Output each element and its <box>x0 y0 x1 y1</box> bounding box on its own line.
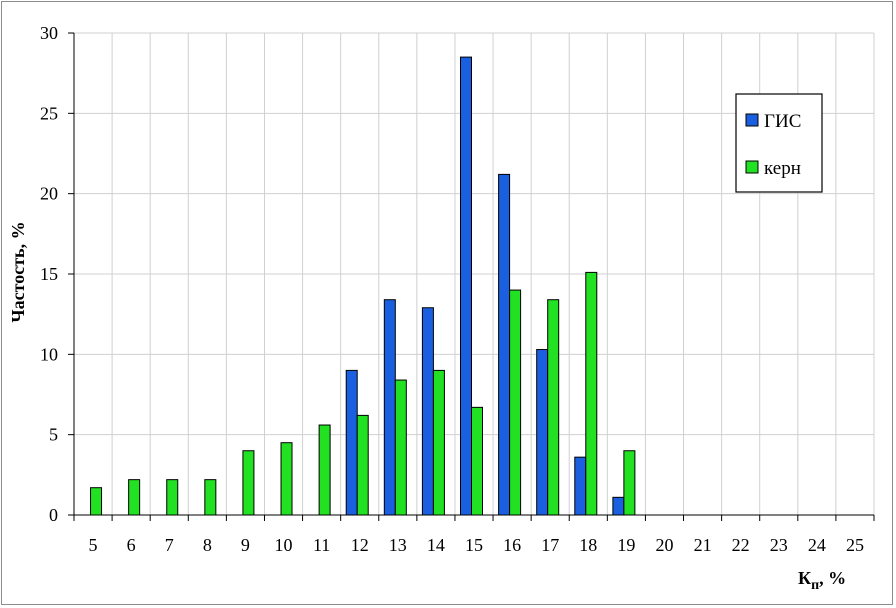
x-tick-label: 11 <box>313 535 330 555</box>
x-tick-label: 15 <box>465 535 483 555</box>
y-tick-labels: 0 5 10 15 20 25 30 <box>40 23 58 525</box>
legend: ГИС керн <box>735 93 823 193</box>
bar-kern-18 <box>585 271 598 516</box>
bar-kern-17 <box>547 299 560 516</box>
bar-kern-7 <box>166 479 179 516</box>
legend-box <box>735 93 823 193</box>
bar-gis-19 <box>612 496 625 516</box>
x-tick-label: 12 <box>351 535 369 555</box>
bar-kern-12 <box>356 414 369 516</box>
x-tick-label: 20 <box>655 535 673 555</box>
bar-kern-15 <box>471 406 483 516</box>
x-tick-label: 19 <box>617 535 635 555</box>
x-tick-label: 22 <box>732 535 750 555</box>
y-tick-label: 25 <box>40 103 58 123</box>
x-tick-label: 6 <box>127 535 136 555</box>
bar-gis-15 <box>460 56 472 516</box>
x-tick-label: 23 <box>770 535 788 555</box>
x-tick-label: 16 <box>503 535 521 555</box>
bar-gis-16 <box>498 173 511 516</box>
bar-kern-8 <box>204 479 217 516</box>
bar-gis-14 <box>421 307 434 516</box>
grid-lines <box>74 32 875 515</box>
x-tick-label: 8 <box>203 535 212 555</box>
y-axis-title: Частость, % <box>8 221 28 322</box>
y-tick-label: 15 <box>40 264 58 284</box>
y-tick-label: 10 <box>40 344 58 364</box>
x-tick-label: 14 <box>427 535 445 555</box>
bar-kern-19 <box>623 450 636 516</box>
bar-kern-13 <box>394 379 407 516</box>
legend-label-gis: ГИС <box>764 111 801 132</box>
bar-kern-10 <box>280 442 293 516</box>
bar-gis-17 <box>536 349 549 516</box>
x-tick-label: 21 <box>694 535 712 555</box>
x-tick-label: 24 <box>808 535 826 555</box>
x-tick-label: 18 <box>579 535 597 555</box>
bar-kern-11 <box>318 424 331 516</box>
bar-kern-6 <box>128 479 141 516</box>
axes <box>68 32 875 521</box>
bar-kern-14 <box>432 369 445 516</box>
y-tick-label: 0 <box>49 505 58 525</box>
legend-swatch-kern <box>745 160 759 174</box>
x-tick-label: 5 <box>89 535 98 555</box>
bar-gis-18 <box>574 456 587 516</box>
y-tick-label: 20 <box>40 184 58 204</box>
bar-gis-12 <box>345 369 358 516</box>
bar-kern-9 <box>242 450 255 516</box>
x-tick-label: 9 <box>241 535 250 555</box>
y-tick-label: 5 <box>49 425 58 445</box>
x-tick-label: 10 <box>275 535 293 555</box>
y-tick-label: 30 <box>40 23 58 43</box>
bar-marks <box>90 56 636 516</box>
x-tick-label: 13 <box>389 535 407 555</box>
x-axis-title: Кп, % <box>798 568 846 593</box>
legend-label-kern: керн <box>764 158 801 179</box>
bar-gis-13 <box>383 299 396 516</box>
x-tick-label: 25 <box>846 535 864 555</box>
bar-kern-5 <box>90 487 103 516</box>
bar-kern-16 <box>509 289 522 516</box>
x-tick-label: 7 <box>165 535 174 555</box>
legend-swatch-gis <box>745 113 759 127</box>
x-tick-labels: 5 6 7 8 9 10 11 12 13 14 15 16 17 18 19 20 21 22 23 24 25 <box>89 535 864 555</box>
x-tick-label: 17 <box>541 535 559 555</box>
